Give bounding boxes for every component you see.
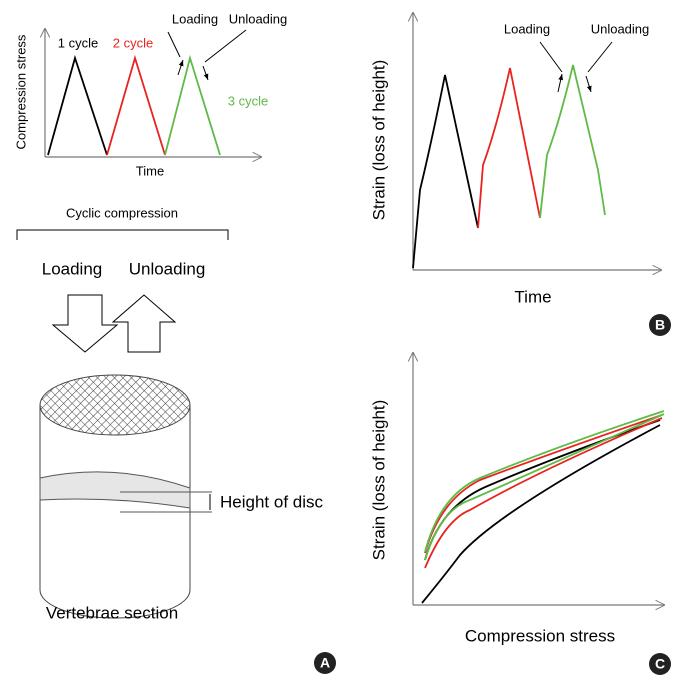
y-label: Compression stress (13, 34, 28, 149)
x-label: Time (514, 287, 551, 306)
cycle-2-curve (477, 67, 541, 229)
arrow (202, 65, 209, 81)
cycle-3-curve (424, 413, 665, 561)
arrow (177, 59, 184, 76)
cylinder-top (39, 374, 191, 436)
pointer (167, 31, 181, 58)
cycle-3-curve (424, 410, 665, 553)
badge-letter: A (320, 655, 330, 671)
unloading-label: Unloading (591, 21, 650, 36)
arrow (557, 73, 564, 93)
section-label: Vertebrae section (46, 603, 178, 622)
cycle-label: 1 cycle (58, 35, 98, 50)
panel-c: Strain (loss of height) Compression stre… (369, 352, 671, 675)
cycle-3-curve (539, 64, 606, 219)
down-arrow (51, 294, 119, 353)
loading-label: Loading (504, 21, 550, 36)
y-label: Strain (loss of height) (369, 400, 388, 561)
cylinder-body (39, 405, 191, 619)
disc (39, 471, 191, 509)
panel-b: Strain (loss of height) Time Loading Unl… (369, 12, 671, 336)
cycle-3 (164, 54, 221, 156)
pointer (539, 41, 563, 73)
arrow (585, 75, 592, 93)
y-label: Strain (loss of height) (369, 60, 388, 221)
pointer (587, 41, 613, 73)
unloading-label: Unloading (129, 259, 206, 278)
pointer (204, 29, 247, 63)
cycle-label: 3 cycle (228, 93, 268, 108)
loading-label: Loading (42, 259, 103, 278)
cycle-2 (106, 54, 166, 156)
badge-letter: C (655, 656, 665, 672)
x-label: Compression stress (465, 626, 615, 645)
disc-label: Height of disc (220, 492, 323, 511)
cycle-chart: Compression stress Time 1 cycle 2 cycle … (13, 11, 287, 178)
bracket (16, 229, 229, 240)
cycle-label: 2 cycle (113, 35, 153, 50)
unloading-label: Unloading (229, 11, 288, 26)
cycle-1 (47, 54, 108, 156)
badge: C (649, 653, 671, 675)
x-label: Time (136, 163, 164, 178)
cycle-2-curve (424, 414, 663, 554)
caption: Cyclic compression (66, 205, 178, 220)
cycle-1-curve (412, 74, 479, 269)
loading-label: Loading (172, 11, 218, 26)
cycle-1-curve (421, 424, 661, 604)
up-arrow (111, 294, 177, 353)
cycle-2-curve (424, 417, 663, 569)
badge: B (649, 314, 671, 336)
badge: A (314, 652, 336, 674)
badge-letter: B (655, 317, 665, 333)
cylinder (39, 374, 212, 619)
